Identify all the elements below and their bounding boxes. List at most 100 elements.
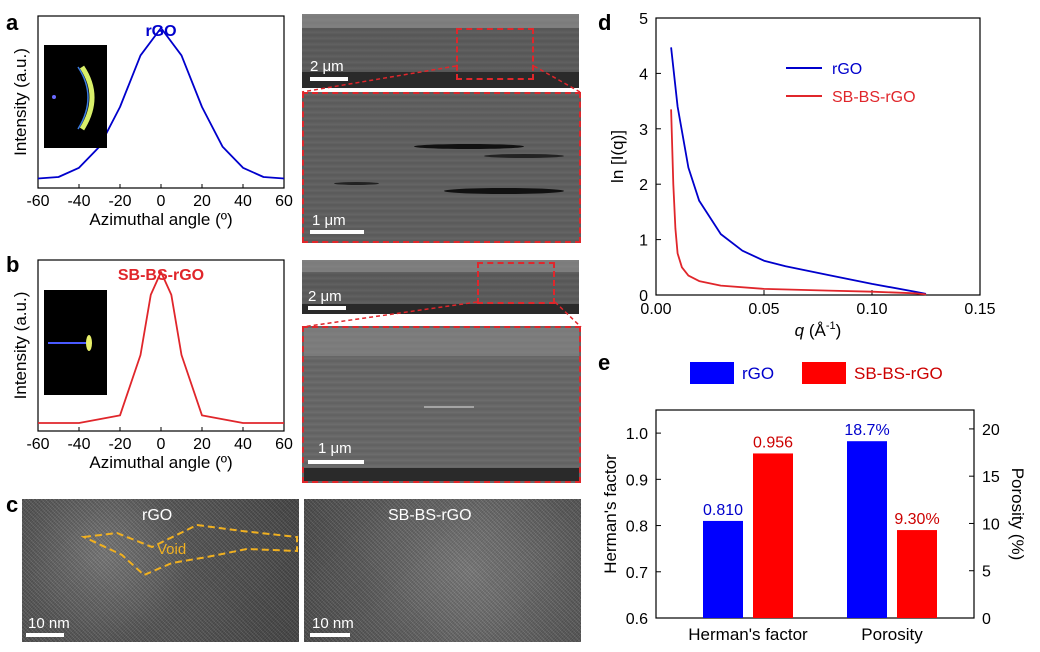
scale-bar-b-top: [308, 306, 346, 310]
x-category-label: Porosity: [861, 625, 923, 644]
bar-rgo: [703, 520, 743, 618]
y-axis-label: ln [I(q)]: [608, 130, 627, 183]
y-axis-label: Intensity (a.u.): [11, 292, 30, 400]
y-tick-label: 3: [639, 122, 648, 139]
legend-label: rGO: [742, 364, 774, 383]
scale-label-b-zoom: 1 μm: [318, 440, 352, 457]
x-tick-label: 0: [157, 193, 166, 210]
sem-image-rgo-zoom: 1 μm: [302, 92, 581, 243]
sem-image-sbbs-overview: 2 μm: [302, 260, 579, 314]
scale-label-b-top: 2 μm: [308, 288, 342, 305]
series-label: rGO: [145, 23, 176, 40]
bar-value-label: 0.956: [753, 434, 793, 451]
legend-swatch: [690, 362, 734, 384]
x-tick-label: -60: [26, 193, 49, 210]
x-axis-label: Azimuthal angle (º): [89, 453, 232, 472]
x-tick-label: -20: [108, 193, 131, 210]
x-tick-label: 40: [234, 193, 252, 210]
series-line-rgo: [670, 47, 927, 295]
diffraction-image-a: [44, 45, 107, 148]
y-axis-label: Intensity (a.u.): [11, 48, 30, 156]
x-tick-label: 60: [275, 436, 293, 453]
chart-d: 0.00 0.05 0.10 0.15 0 1 2 3 4 5 q (Å-1) ln [I(q)] rG…: [608, 11, 996, 340]
series-label: SB-BS-rGO: [118, 267, 204, 284]
y-tick-label: 1: [639, 233, 648, 250]
scale-label-a-top: 2 μm: [310, 58, 344, 75]
zoom-region-b: [477, 262, 555, 304]
x-tick-label: 20: [193, 436, 211, 453]
legend-label: rGO: [832, 61, 862, 78]
y-right-tick-label: 10: [982, 516, 1000, 533]
x-tick-label: 40: [234, 436, 252, 453]
bar-sbbs-rgo: [753, 453, 793, 618]
scale-bar-a-top: [310, 77, 348, 81]
panel-letter-d: d: [598, 10, 612, 35]
x-tick-label: 0: [157, 436, 166, 453]
y-right-tick-label: 0: [982, 611, 991, 628]
x-category-label: Herman's factor: [688, 625, 808, 644]
zoom-region-a: [456, 28, 534, 80]
x-tick-label: -40: [67, 193, 90, 210]
x-tick-label: 20: [193, 193, 211, 210]
panel-letter-a: a: [6, 10, 19, 35]
x-tick-label: 0.15: [964, 301, 995, 318]
scale-bar-b-zoom: [308, 460, 364, 464]
series-line-sb-bs-rgo: [38, 271, 284, 424]
sem-image-rgo-overview: 2 μm: [302, 14, 579, 88]
panel-letter-b: b: [6, 252, 20, 277]
panel-letter-c: c: [6, 492, 19, 517]
legend-label: SB-BS-rGO: [854, 364, 943, 383]
scale-label-c-left: 10 nm: [28, 615, 70, 632]
y-left-tick-label: 0.7: [626, 565, 648, 582]
y-right-axis-label: Porosity (%): [1008, 468, 1027, 561]
chart-e: 0.6 0.7 0.8 0.9 1.0 0 5 10 15 20 Herman's factor Po…: [601, 362, 1027, 644]
x-tick-label: -60: [26, 436, 49, 453]
scale-label-a-zoom: 1 μm: [312, 212, 346, 229]
x-tick-label: 0.10: [856, 301, 887, 318]
bar-sbbs-rgo: [897, 530, 937, 618]
y-tick-label: 0: [639, 288, 648, 305]
tem-label-rgo: rGO: [142, 507, 173, 524]
y-left-tick-label: 0.9: [626, 472, 648, 489]
y-right-tick-label: 15: [982, 469, 1000, 486]
legend-swatch: [802, 362, 846, 384]
series-line-sbbs-rgo: [670, 109, 927, 296]
zoom-lines-b: [301, 301, 582, 328]
zoom-lines-a: [301, 65, 581, 93]
x-tick-label: 60: [275, 193, 293, 210]
scale-label-c-right: 10 nm: [312, 615, 354, 632]
x-tick-label: -20: [108, 436, 131, 453]
diffraction-image-b: [44, 290, 107, 395]
bar-value-label: 0.810: [703, 502, 743, 519]
bar-value-label: 9.30%: [894, 511, 939, 528]
tem-label-sbbs: SB-BS-rGO: [388, 507, 472, 524]
panel-letter-e: e: [598, 350, 611, 375]
chart-b: -60 -40 -20 0 20 40 60 Azimuthal angle (º) Inten…: [11, 259, 293, 472]
tem-image-rgo: rGO Void 10 nm: [22, 499, 299, 642]
scale-bar-c-left: [26, 633, 64, 637]
y-right-tick-label: 20: [982, 422, 1000, 439]
y-left-axis-label: Herman's factor: [601, 454, 620, 574]
bar-value-label: 18.7%: [844, 422, 889, 439]
x-tick-label: 0.00: [640, 301, 671, 318]
scale-bar-c-right: [310, 633, 350, 637]
scale-bar-a-zoom: [310, 230, 364, 234]
y-tick-label: 2: [639, 177, 648, 194]
legend-label: SB-BS-rGO: [832, 89, 916, 106]
void-label: Void: [157, 541, 187, 558]
plot-frame: [655, 17, 981, 296]
y-left-tick-label: 1.0: [626, 426, 648, 443]
x-axis-label: q (Å-1): [795, 320, 842, 340]
x-axis-label: Azimuthal angle (º): [89, 210, 232, 229]
series-line-rgo: [37, 27, 285, 180]
plot-frame: [655, 409, 975, 619]
y-right-tick-label: 5: [982, 564, 991, 581]
x-tick-label: -40: [67, 436, 90, 453]
x-tick-label: 0.05: [748, 301, 779, 318]
sem-image-sbbs-zoom: 1 μm: [302, 326, 581, 483]
y-tick-label: 4: [639, 66, 648, 83]
y-left-tick-label: 0.6: [626, 611, 648, 628]
bar-rgo: [847, 441, 887, 618]
y-left-tick-label: 0.8: [626, 519, 648, 536]
tem-image-sbbs: SB-BS-rGO 10 nm: [304, 499, 581, 642]
